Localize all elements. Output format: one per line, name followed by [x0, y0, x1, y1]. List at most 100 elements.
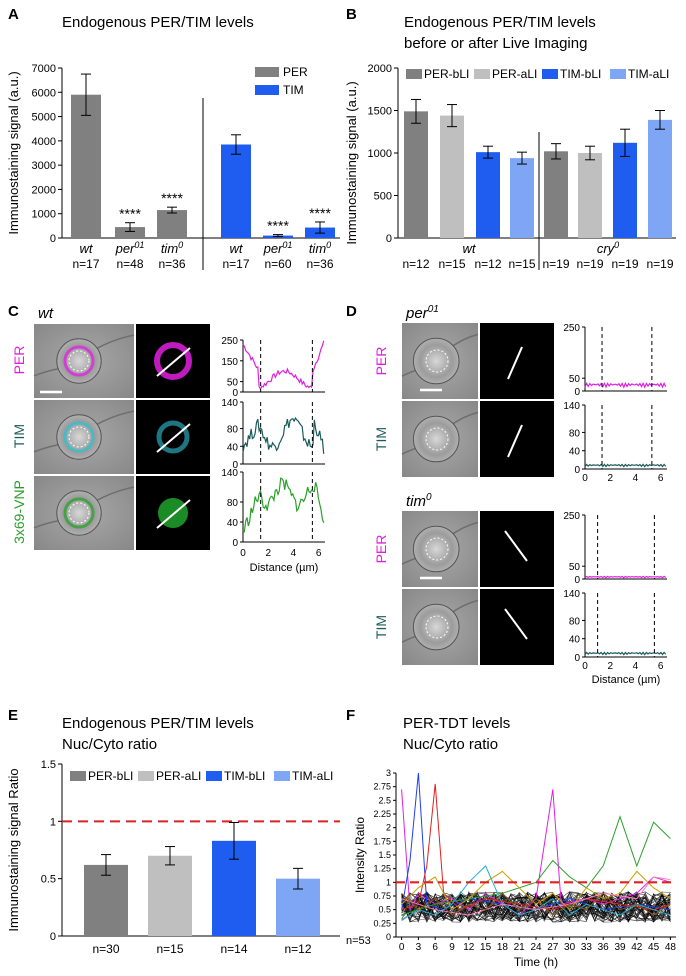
- channel-label: 3x69-VNP: [11, 480, 27, 544]
- y-axis-label: Immunostaining signal (a.u.): [344, 81, 359, 244]
- x-tick-label: 0: [399, 942, 405, 953]
- panel-label-d: D: [346, 303, 357, 320]
- profile-y-tick-label: 50: [569, 562, 581, 573]
- profile-y-tick-label: 250: [221, 336, 238, 347]
- y-tick-label: 0.5: [41, 874, 56, 886]
- n-label: n=60: [264, 257, 291, 271]
- y-tick-label: 2000: [368, 63, 392, 75]
- fluorescence-image: [136, 400, 210, 474]
- x-tick-label: 6: [432, 942, 438, 953]
- genotype-label: per01: [263, 240, 293, 256]
- y-tick-label: 4000: [32, 136, 56, 148]
- legend-label: PER: [283, 65, 308, 79]
- panel-b-title-line2: before or after Live Imaging: [404, 35, 587, 52]
- profile-x-tick-label: 0: [582, 473, 588, 484]
- y-tick-label: 2.25: [373, 809, 391, 819]
- profile-y-tick-label: 0: [232, 538, 238, 549]
- y-tick-label: 3000: [32, 160, 56, 172]
- profile-trace: [584, 463, 667, 468]
- legend-swatch: [255, 85, 279, 95]
- x-tick-label: 39: [614, 942, 626, 953]
- significance-label: ****: [267, 218, 289, 234]
- fluorescence-signal: [154, 342, 192, 380]
- series-line: [401, 870, 671, 911]
- profile-line: [507, 346, 523, 380]
- x-tick-label: 36: [598, 942, 610, 953]
- profile-line: [156, 499, 191, 529]
- nucleus-outline: [425, 427, 449, 451]
- profile-trace: [584, 575, 667, 579]
- profile-y-tick-label: 150: [221, 357, 238, 368]
- legend-swatch: [70, 771, 86, 781]
- n-label: n=53: [346, 935, 371, 947]
- y-tick-label: 0.5: [378, 905, 391, 915]
- y-axis-label: Immunostaining signal (a.u.): [6, 71, 21, 234]
- legend-label: TIM: [283, 83, 304, 97]
- profile-line: [504, 530, 528, 562]
- legend-label: PER-aLI: [156, 769, 201, 783]
- panel-d-genotype-1: per01: [405, 304, 439, 322]
- n-label: n=17: [72, 257, 99, 271]
- profile-y-tick-label: 80: [227, 425, 239, 436]
- profile-y-tick-label: 250: [563, 323, 580, 334]
- panel-f-title-line2: Nuc/Cyto ratio: [403, 736, 498, 753]
- bar: [404, 111, 428, 238]
- overlay-signal: [63, 497, 95, 529]
- legend-label: TIM-bLI: [224, 769, 265, 783]
- panel-e-title-line1: Endogenous PER/TIM levels: [62, 715, 254, 732]
- n-label: n=48: [116, 257, 143, 271]
- chart-a: 0 1000 2000 3000 4000 5000 6000 7000 Immunostain…: [6, 63, 340, 271]
- profile-trace: [584, 651, 667, 656]
- y-tick-label: 2000: [32, 184, 56, 196]
- profile-trace: [242, 416, 325, 454]
- profile-y-tick-label: 0: [232, 460, 238, 471]
- series-line: [401, 772, 671, 911]
- legend-swatch: [138, 771, 154, 781]
- panel-f-title-line1: PER-TDT levels: [403, 715, 510, 732]
- y-tick-label: 1000: [368, 148, 392, 160]
- profile-y-tick-label: 40: [569, 447, 581, 458]
- panel-label-a: A: [8, 6, 19, 23]
- fluorescence-signal: [156, 420, 190, 454]
- panel-d-genotype-2: tim0: [406, 492, 432, 510]
- profile-x-label: Distance (µm): [592, 674, 661, 686]
- x-tick-label: 18: [497, 942, 509, 953]
- significance-label: ****: [119, 206, 141, 222]
- bar: [544, 151, 568, 238]
- n-label: n=12: [402, 257, 429, 271]
- x-tick-label: 42: [631, 942, 643, 953]
- nucleus-outline: [68, 502, 90, 524]
- profile-x-tick-label: 6: [316, 548, 322, 559]
- panel-label-f: F: [346, 707, 355, 724]
- profile-x-tick-label: 6: [658, 473, 664, 484]
- profile-trace: [242, 340, 325, 391]
- y-tick-label: 5000: [32, 112, 56, 124]
- profile-y-tick-label: 0: [574, 465, 580, 476]
- profile-y-tick-label: 140: [221, 468, 238, 479]
- y-axis-label: Immunostaining signal Ratio: [6, 768, 21, 931]
- profile-y-tick-label: 140: [563, 589, 580, 600]
- bar: [613, 142, 637, 238]
- cell-body: [56, 490, 102, 536]
- nucleus-outline: [425, 349, 449, 373]
- panel-e-title-line2: Nuc/Cyto ratio: [62, 736, 157, 753]
- y-tick-label: 1: [50, 816, 56, 828]
- cell-body: [56, 338, 102, 384]
- legend-label: TIM-bLI: [560, 67, 601, 81]
- n-label: n=15: [156, 942, 183, 956]
- bar: [578, 153, 602, 238]
- y-tick-label: 0: [386, 932, 391, 942]
- cell-body: [412, 415, 460, 463]
- legend-label: PER-aLI: [492, 67, 537, 81]
- profile-x-tick-label: 0: [240, 548, 246, 559]
- channel-label: TIM: [373, 427, 389, 451]
- channel-label: TIM: [373, 615, 389, 639]
- profile-y-tick-label: 80: [569, 616, 581, 627]
- y-tick-label: 500: [374, 191, 392, 203]
- bar: [157, 210, 187, 238]
- significance-label: ****: [309, 205, 331, 221]
- bar: [440, 115, 464, 238]
- legend-swatch: [274, 771, 290, 781]
